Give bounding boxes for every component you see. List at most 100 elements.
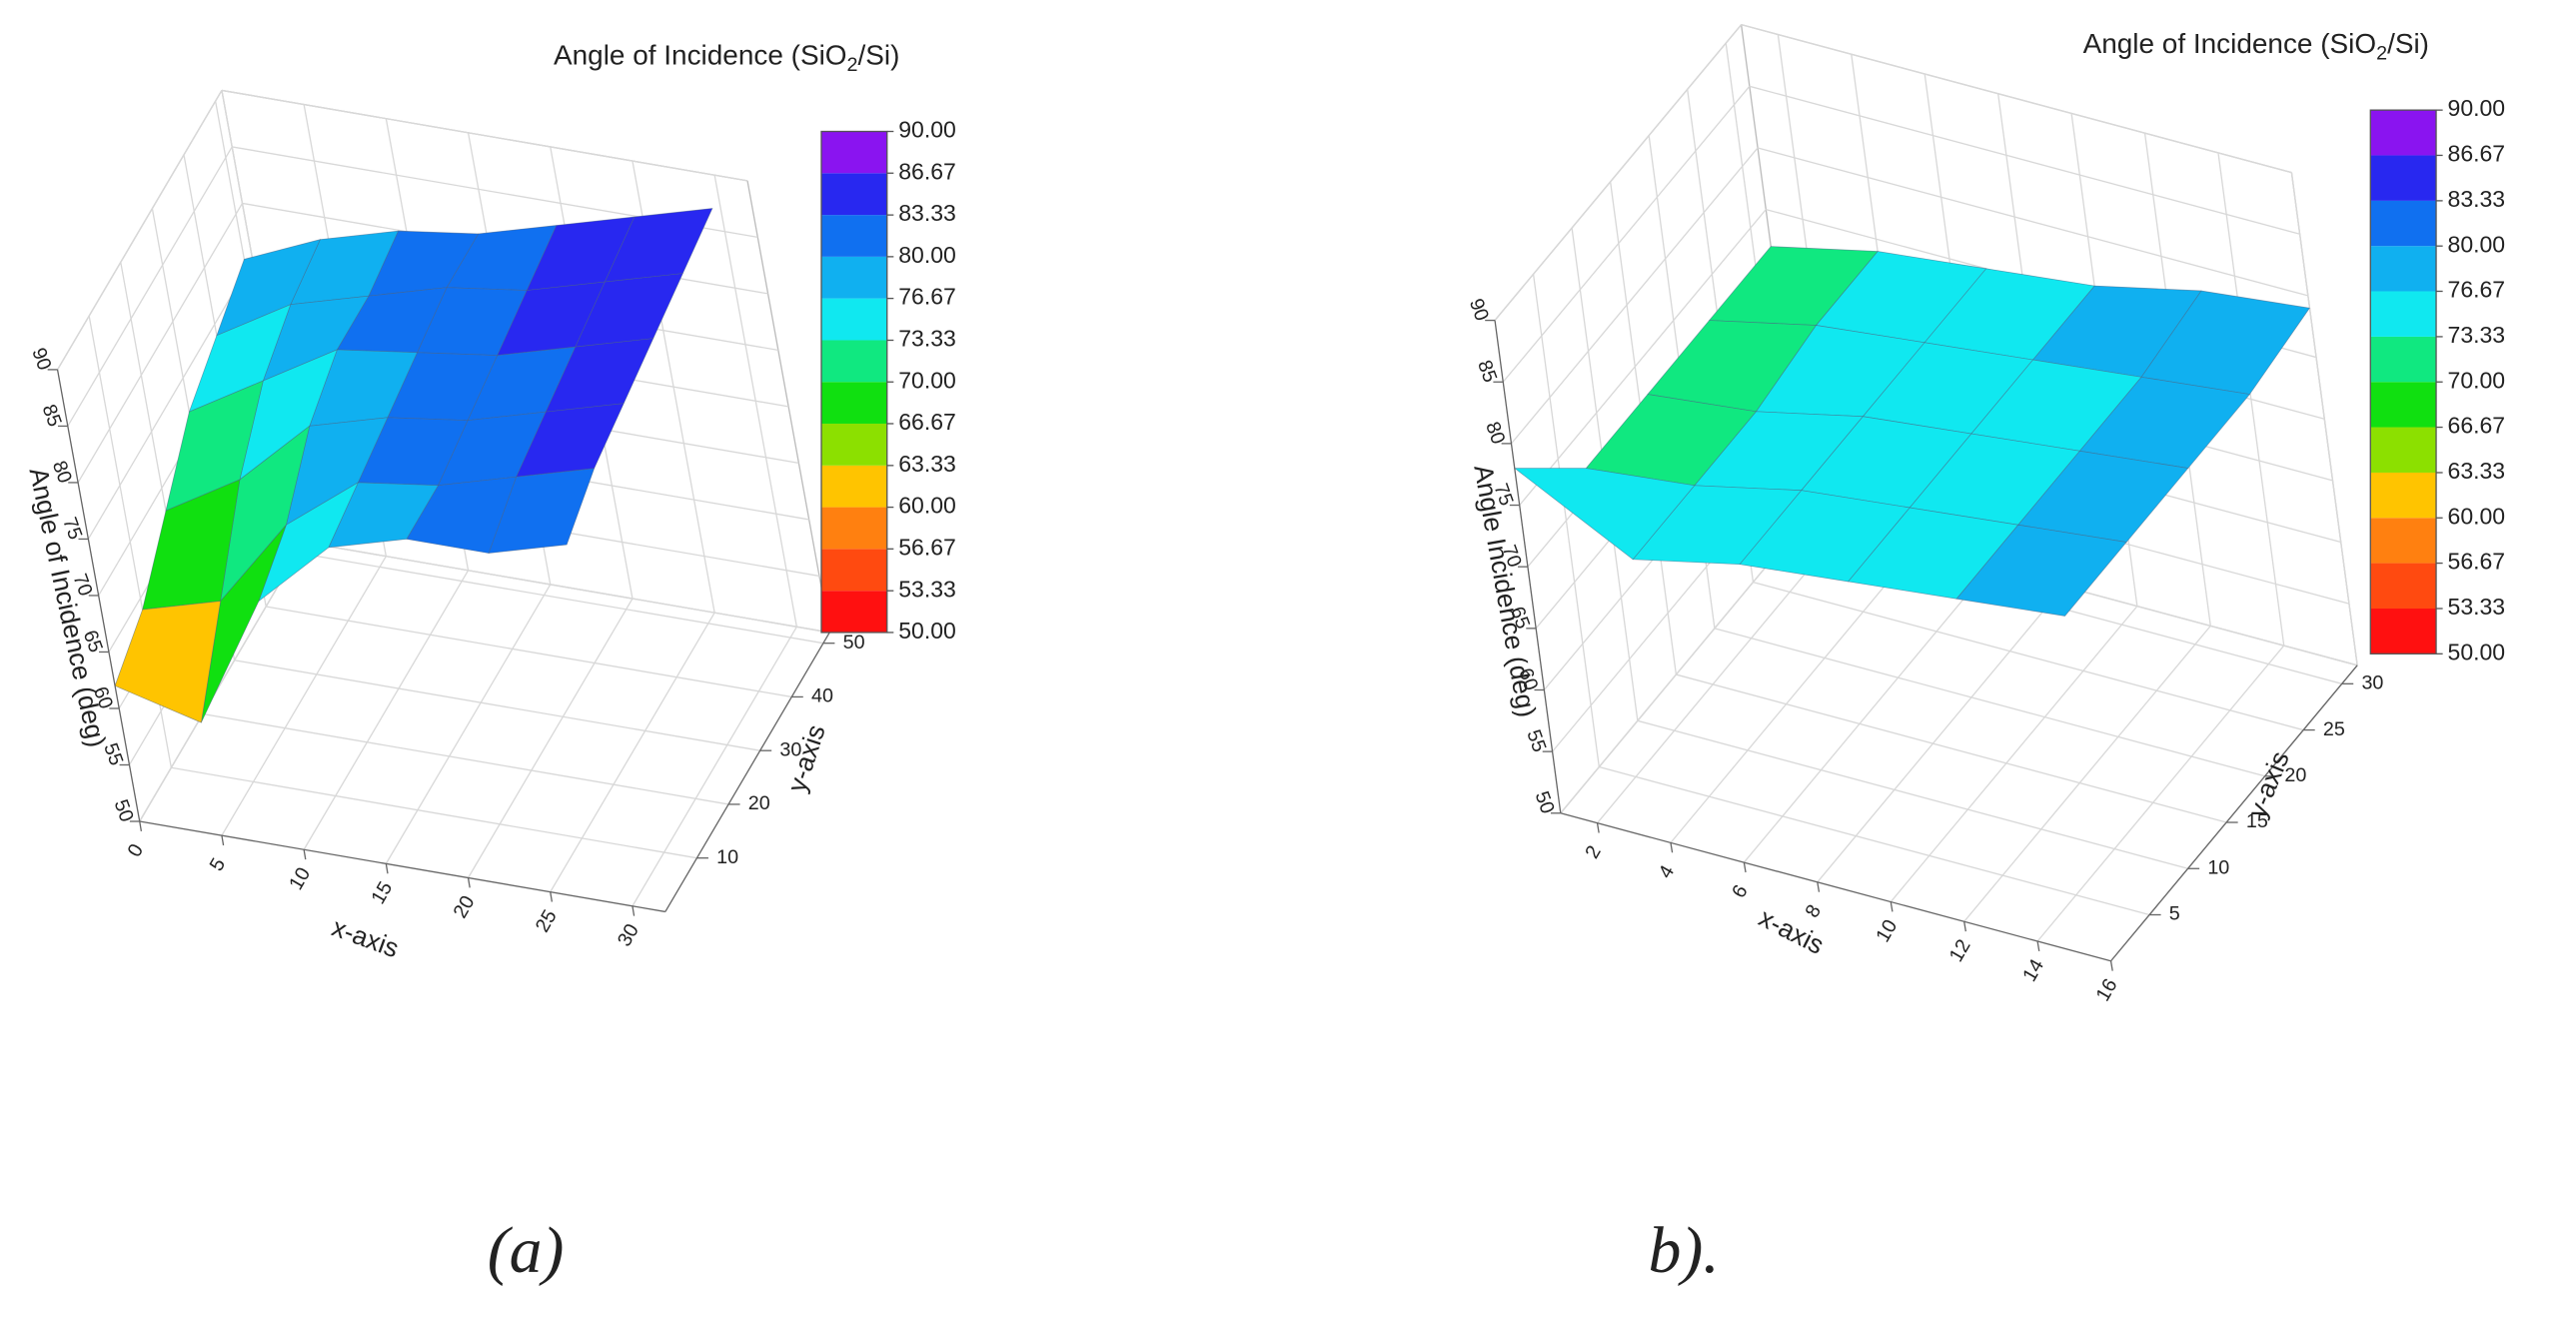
colorbar-label: 83.33 xyxy=(2448,186,2506,212)
title-part: /Si) xyxy=(858,40,900,71)
colorbar-label: 80.00 xyxy=(2448,231,2506,257)
colorbar-label: 53.33 xyxy=(898,576,956,602)
x-tick xyxy=(2036,940,2040,951)
x-axis xyxy=(1560,812,2111,962)
x-tick xyxy=(221,835,225,846)
x-tick xyxy=(2109,960,2113,971)
colorbar-label: 53.33 xyxy=(2448,594,2506,620)
y-tick-label: 10 xyxy=(2207,856,2229,878)
z-tick-label: 90 xyxy=(1465,296,1493,324)
y-axis xyxy=(664,632,830,912)
grid-line xyxy=(304,541,830,634)
grid-line xyxy=(1519,209,1767,506)
grid-line xyxy=(1637,719,2188,869)
colorbar-label: 60.00 xyxy=(898,493,956,519)
z-axis-label: Angle of Incidence (deg) xyxy=(23,465,112,749)
y-tick-label: 30 xyxy=(779,738,801,760)
colorbar-label: 70.00 xyxy=(898,367,956,393)
z-tick-label: 90 xyxy=(27,345,55,373)
colorbar-band xyxy=(821,382,887,424)
colorbar-label: 50.00 xyxy=(898,618,956,644)
grid-line xyxy=(1597,527,1845,824)
colorbar-label: 60.00 xyxy=(2448,503,2506,529)
grid-line xyxy=(1676,673,2227,823)
colorbar-band xyxy=(821,131,887,174)
x-tick-label: 2 xyxy=(1581,842,1606,862)
x-tick-label: 12 xyxy=(1945,935,1975,965)
grid-line xyxy=(303,570,470,850)
grid-line xyxy=(1741,24,2292,174)
x-tick-label: 10 xyxy=(285,863,315,893)
colorbar-band xyxy=(821,340,887,383)
colorbar-band xyxy=(2370,200,2437,247)
z-tick-label: 85 xyxy=(38,402,66,430)
y-tick-label: 5 xyxy=(2169,903,2180,925)
colorbar-label: 63.33 xyxy=(2448,458,2506,484)
y-tick-label: 50 xyxy=(843,632,865,654)
x-tick xyxy=(550,891,554,902)
grid-line xyxy=(221,89,748,182)
colorbar-band xyxy=(2370,291,2437,337)
colorbar-label: 83.33 xyxy=(898,200,956,226)
chart-title: Angle of Incidence (SiO2/Si) xyxy=(2083,28,2429,64)
x-tick-label: 30 xyxy=(614,920,644,950)
grid-line xyxy=(1599,765,2150,916)
x-tick-label: 10 xyxy=(1872,916,1902,946)
grid-line xyxy=(67,146,233,427)
grid-line xyxy=(87,259,254,540)
colorbar-band xyxy=(2370,382,2437,428)
colorbar-band xyxy=(2370,110,2437,156)
z-tick-label: 50 xyxy=(1531,788,1559,816)
colorbar-band xyxy=(2370,155,2437,201)
x-tick xyxy=(1743,861,1747,873)
grid-line xyxy=(139,542,305,822)
x-tick-label: 5 xyxy=(206,854,231,875)
title-part: Angle of Incidence (SiO xyxy=(554,40,847,71)
z-tick-label: 85 xyxy=(1473,358,1501,386)
grid-line xyxy=(632,626,797,907)
colorbar-band xyxy=(2370,472,2437,519)
colorbar-label: 80.00 xyxy=(898,242,956,268)
x-tick xyxy=(632,905,636,916)
colorbar-label: 56.67 xyxy=(898,534,956,560)
grid-line xyxy=(1714,628,2265,777)
grid-line xyxy=(1743,566,1991,863)
grid-line xyxy=(2036,645,2285,942)
x-tick xyxy=(467,877,471,888)
colorbar-band xyxy=(2370,427,2437,473)
colorbar-band xyxy=(821,215,887,257)
caption: b). xyxy=(1648,1214,1719,1287)
grid-line xyxy=(77,203,244,484)
colorbar-band xyxy=(821,256,887,299)
z-tick-label: 80 xyxy=(1481,419,1509,447)
x-tick xyxy=(139,820,143,831)
y-tick-label: 40 xyxy=(811,685,833,707)
x-tick-label: 6 xyxy=(1728,881,1753,902)
x-tick-label: 25 xyxy=(532,906,562,936)
colorbar-label: 86.67 xyxy=(898,158,956,184)
colorbar-band xyxy=(821,549,887,592)
colorbar-band xyxy=(821,465,887,508)
x-tick-label: 15 xyxy=(367,878,397,908)
colorbar-band xyxy=(821,507,887,550)
y-tick-label: 25 xyxy=(2323,718,2345,740)
title-part: 2 xyxy=(847,54,858,76)
title-part: Angle of Incidence (SiO xyxy=(2083,28,2377,59)
y-tick-label: 20 xyxy=(748,792,770,814)
colorbar-label: 86.67 xyxy=(2448,141,2506,167)
z-tick-label: 50 xyxy=(109,796,137,824)
grid-line xyxy=(1757,147,2308,297)
surface-patch xyxy=(1513,468,1696,561)
colorbar-band xyxy=(821,173,887,216)
title-part: 2 xyxy=(2376,42,2387,64)
y-tick-label: 20 xyxy=(2284,764,2306,786)
colorbar-band xyxy=(2370,336,2437,383)
grid-line xyxy=(1494,24,1743,322)
grid-line xyxy=(1670,547,1919,843)
x-tick xyxy=(303,849,307,860)
colorbar-label: 76.67 xyxy=(898,284,956,310)
grid-line xyxy=(550,612,715,892)
x-tick-label: 14 xyxy=(2018,955,2048,985)
